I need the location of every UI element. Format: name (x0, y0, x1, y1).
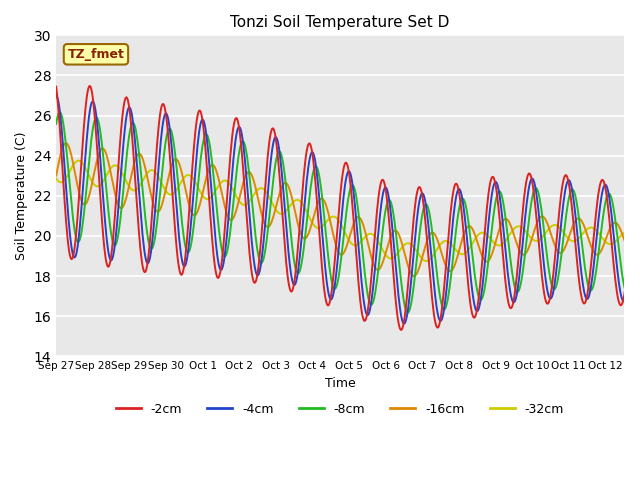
Title: Tonzi Soil Temperature Set D: Tonzi Soil Temperature Set D (230, 15, 450, 30)
X-axis label: Time: Time (324, 377, 355, 390)
Text: TZ_fmet: TZ_fmet (67, 48, 124, 61)
Legend: -2cm, -4cm, -8cm, -16cm, -32cm: -2cm, -4cm, -8cm, -16cm, -32cm (111, 398, 569, 420)
Y-axis label: Soil Temperature (C): Soil Temperature (C) (15, 132, 28, 260)
